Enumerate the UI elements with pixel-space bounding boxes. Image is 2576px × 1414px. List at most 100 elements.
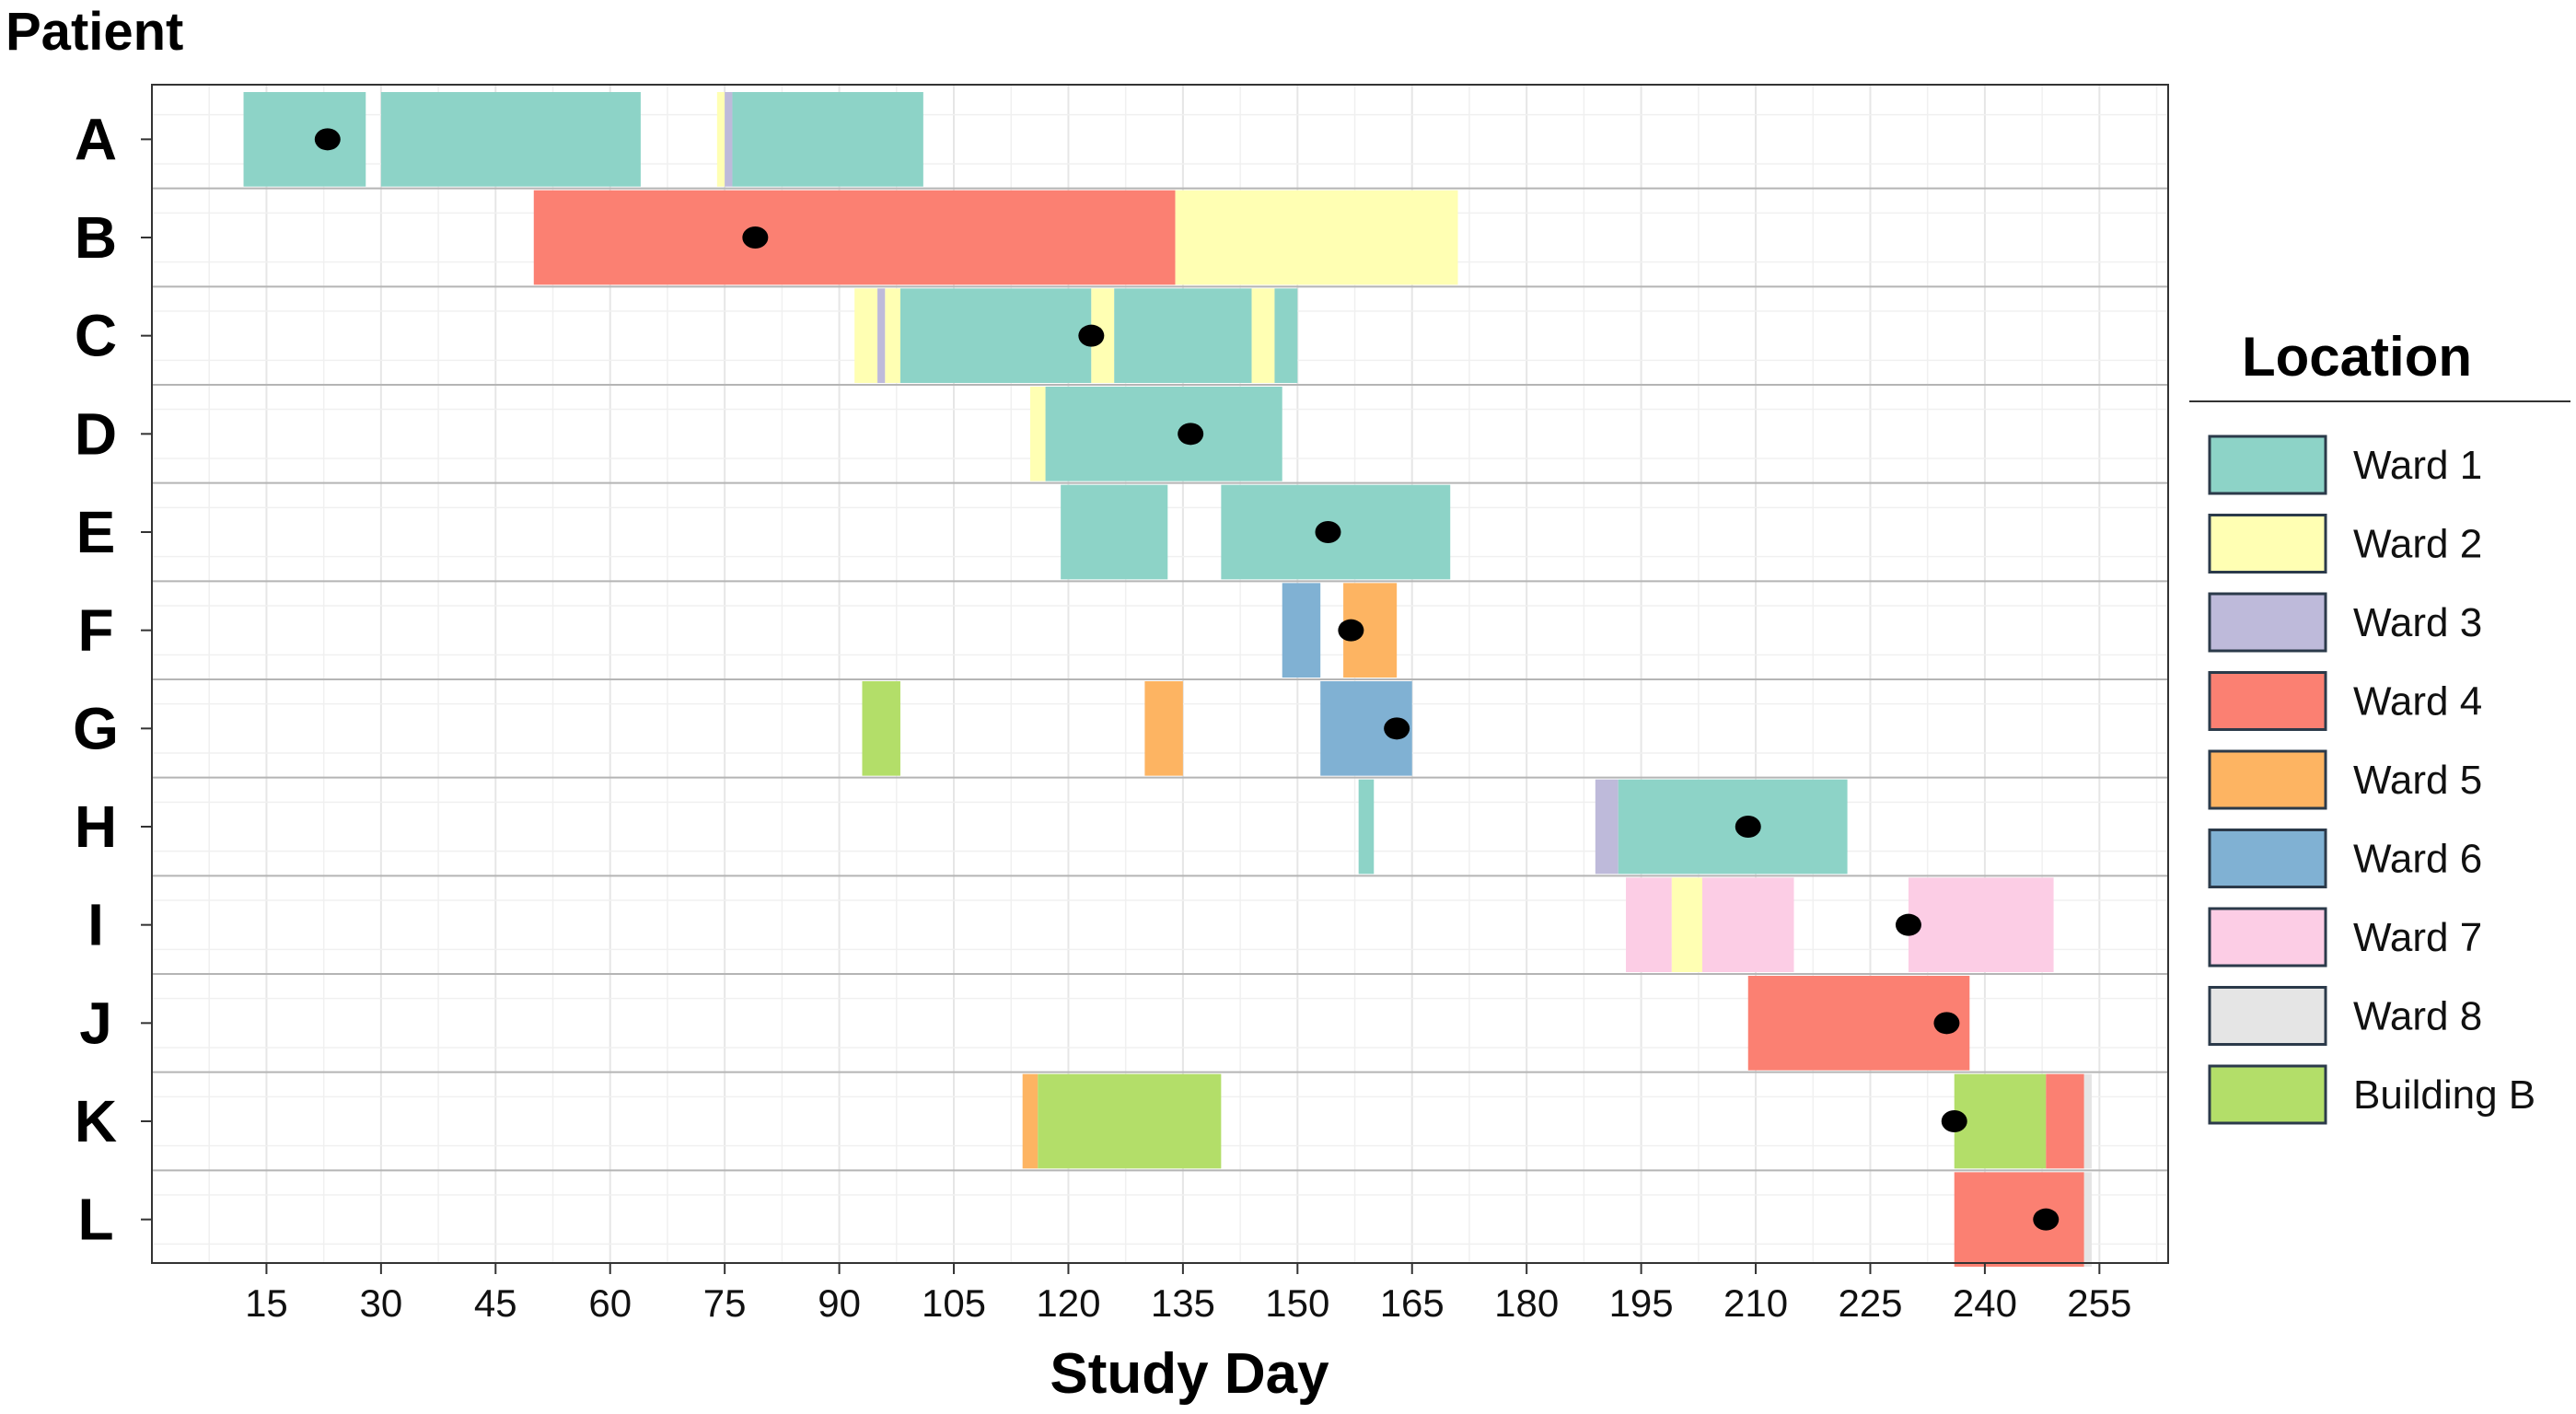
legend-swatch (2208, 1064, 2327, 1125)
stay-bar-d (1045, 387, 1282, 481)
stay-bar-k (2083, 1073, 2093, 1169)
patient-label-b: B (75, 204, 117, 271)
stay-bar-b (1175, 190, 1458, 285)
stay-bar-a (380, 92, 641, 187)
stay-bar-a (725, 92, 733, 187)
x-tick-label: 240 (1953, 1281, 2017, 1325)
stay-bar-c (899, 288, 1092, 383)
patient-label-k: K (75, 1088, 117, 1154)
event-marker-h (1735, 816, 1761, 838)
x-tick-label: 90 (818, 1281, 861, 1325)
patient-label-e: E (76, 499, 116, 565)
stay-bar-k (1954, 1073, 2047, 1169)
patient-label-c: C (75, 303, 117, 369)
stay-bar-h (1358, 779, 1375, 875)
patient-label-f: F (77, 597, 113, 664)
stay-bar-k (2046, 1073, 2084, 1169)
x-tick-label: 75 (703, 1281, 747, 1325)
axes: 15 30 45 60 75 90 105 120 135 150 165 180 195 210 225 2… (73, 106, 2131, 1325)
y-axis-title: Patient (6, 2, 183, 62)
event-marker-l (2033, 1208, 2060, 1231)
stay-bar-i (1701, 877, 1794, 972)
event-marker-d (1178, 423, 1204, 446)
x-tick-label: 165 (1380, 1281, 1445, 1325)
legend-label: Building B (2353, 1072, 2535, 1118)
x-tick-label: 210 (1723, 1281, 1788, 1325)
stay-bar-b (533, 190, 1176, 285)
stay-bar-c (854, 288, 878, 383)
stay-bar-f (1282, 583, 1321, 678)
x-tick-label: 150 (1265, 1281, 1329, 1325)
event-marker-i (1895, 913, 1921, 936)
legend-title: Location (2242, 326, 2472, 388)
patient-label-g: G (73, 695, 119, 761)
x-tick-label: 60 (588, 1281, 632, 1325)
x-tick-label: 135 (1151, 1281, 1215, 1325)
stay-bar-c (1274, 288, 1298, 383)
x-tick-label: 30 (360, 1281, 403, 1325)
stay-bar-a (732, 92, 923, 187)
x-tick-label: 180 (1494, 1281, 1559, 1325)
x-tick-label: 15 (245, 1281, 288, 1325)
plot-border (151, 84, 2169, 1264)
stay-bar-c (1251, 288, 1275, 383)
stay-bar-g (1144, 681, 1183, 776)
event-marker-g (1384, 717, 1410, 740)
patient-label-i: I (87, 892, 104, 958)
legend-swatch (2208, 749, 2327, 810)
patient-label-h: H (75, 794, 117, 860)
patient-label-a: A (75, 106, 117, 172)
stay-bar-c (885, 288, 900, 383)
stay-bar-h (1618, 779, 1848, 875)
stay-bar-j (1747, 976, 1970, 1071)
stay-bar-i (1626, 877, 1672, 972)
event-marker-a (314, 128, 341, 151)
event-marker-k (1941, 1110, 1967, 1132)
event-marker-j (1933, 1012, 1960, 1035)
x-tick-label: 120 (1036, 1281, 1100, 1325)
legend-label: Ward 6 (2353, 837, 2482, 882)
stay-bar-k (1038, 1073, 1222, 1169)
legend-label: Ward 2 (2353, 522, 2482, 567)
legend-swatch (2208, 907, 2327, 968)
legend-swatch (2208, 514, 2327, 574)
x-tick-label: 255 (2067, 1281, 2131, 1325)
x-axis-title: Study Day (1050, 1342, 1329, 1406)
stay-bar-l (1954, 1172, 2084, 1267)
stay-bar-i (1908, 877, 2054, 972)
legend-swatch (2208, 592, 2327, 653)
stay-bar-a (716, 92, 725, 187)
stay-bar-h (1595, 779, 1619, 875)
stay-bar-l (2083, 1172, 2093, 1267)
x-tick-label: 195 (1609, 1281, 1674, 1325)
event-marker-b (742, 226, 769, 249)
stay-bar-d (1029, 387, 1046, 481)
legend-swatch (2208, 435, 2327, 495)
legend-label: Ward 1 (2353, 443, 2482, 488)
patient-label-l: L (77, 1187, 113, 1253)
event-marker-f (1338, 619, 1364, 642)
legend-swatch (2208, 671, 2327, 731)
stay-bar-c (877, 288, 886, 383)
stay-bars (152, 92, 2168, 1267)
legend-swatch (2208, 986, 2327, 1046)
patient-label-d: D (75, 400, 117, 467)
patient-label-j: J (79, 990, 112, 1056)
stay-bar-c (1114, 288, 1252, 383)
event-markers (314, 128, 2060, 1231)
event-marker-e (1315, 521, 1341, 543)
legend-label: Ward 5 (2353, 758, 2482, 803)
stay-bar-g (862, 681, 900, 776)
legend-items: Ward 1 Ward 2 Ward 3 Ward 4 Ward 5 Ward 6 Ward… (2208, 435, 2535, 1125)
stay-bar-a (243, 92, 366, 187)
legend-swatch (2208, 829, 2327, 888)
event-marker-c (1078, 324, 1105, 347)
stay-bar-i (1671, 877, 1702, 972)
stay-bar-k (1022, 1073, 1039, 1169)
legend-label: Ward 8 (2353, 994, 2482, 1039)
legend-label: Ward 4 (2353, 679, 2482, 724)
legend-label: Ward 7 (2353, 915, 2482, 960)
stay-bar-e (1061, 484, 1168, 580)
